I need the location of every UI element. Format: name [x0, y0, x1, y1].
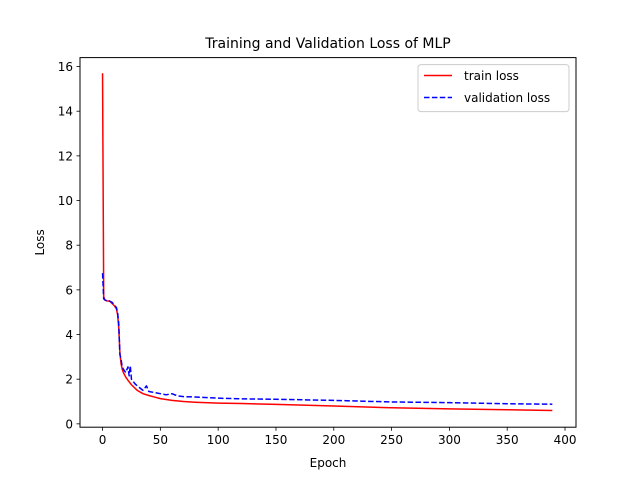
y-axis-label: Loss	[33, 229, 47, 255]
series-line-validation-loss	[101, 273, 553, 405]
x-tick-label: 100	[207, 433, 230, 447]
x-tick-label: 0	[99, 433, 107, 447]
x-tick-label: 300	[438, 433, 461, 447]
x-axis: 0 50 100 150 200 250 300 350 400	[99, 427, 577, 447]
legend-box	[417, 64, 570, 113]
y-tick-label: 4	[65, 328, 73, 342]
x-tick-label: 150	[265, 433, 288, 447]
y-tick-label: 16	[58, 60, 73, 74]
y-tick-label: 12	[58, 149, 73, 163]
y-axis: 0 2 4 6 8 10 12 14 16	[58, 60, 80, 431]
x-tick-label: 200	[322, 433, 345, 447]
legend-label-train-loss: train loss	[464, 69, 519, 83]
chart-title: Training and Validation Loss of MLP	[204, 36, 451, 52]
x-tick-label: 350	[496, 433, 519, 447]
y-tick-label: 2	[65, 373, 73, 387]
y-tick-label: 14	[58, 105, 73, 119]
plot-frame	[79, 57, 577, 428]
x-tick-label: 250	[380, 433, 403, 447]
y-tick-label: 0	[65, 417, 73, 431]
legend-label-validation-loss: validation loss	[464, 91, 550, 105]
x-tick-label: 400	[554, 433, 577, 447]
y-tick-label: 10	[58, 194, 73, 208]
x-axis-label: Epoch	[310, 456, 347, 470]
legend: train loss validation loss	[417, 64, 570, 113]
plot-area	[79, 57, 577, 428]
x-tick-label: 50	[153, 433, 168, 447]
series-layer	[101, 73, 553, 412]
series-line-train-loss	[101, 73, 553, 412]
y-tick-label: 8	[65, 239, 73, 253]
y-tick-label: 6	[65, 283, 73, 297]
